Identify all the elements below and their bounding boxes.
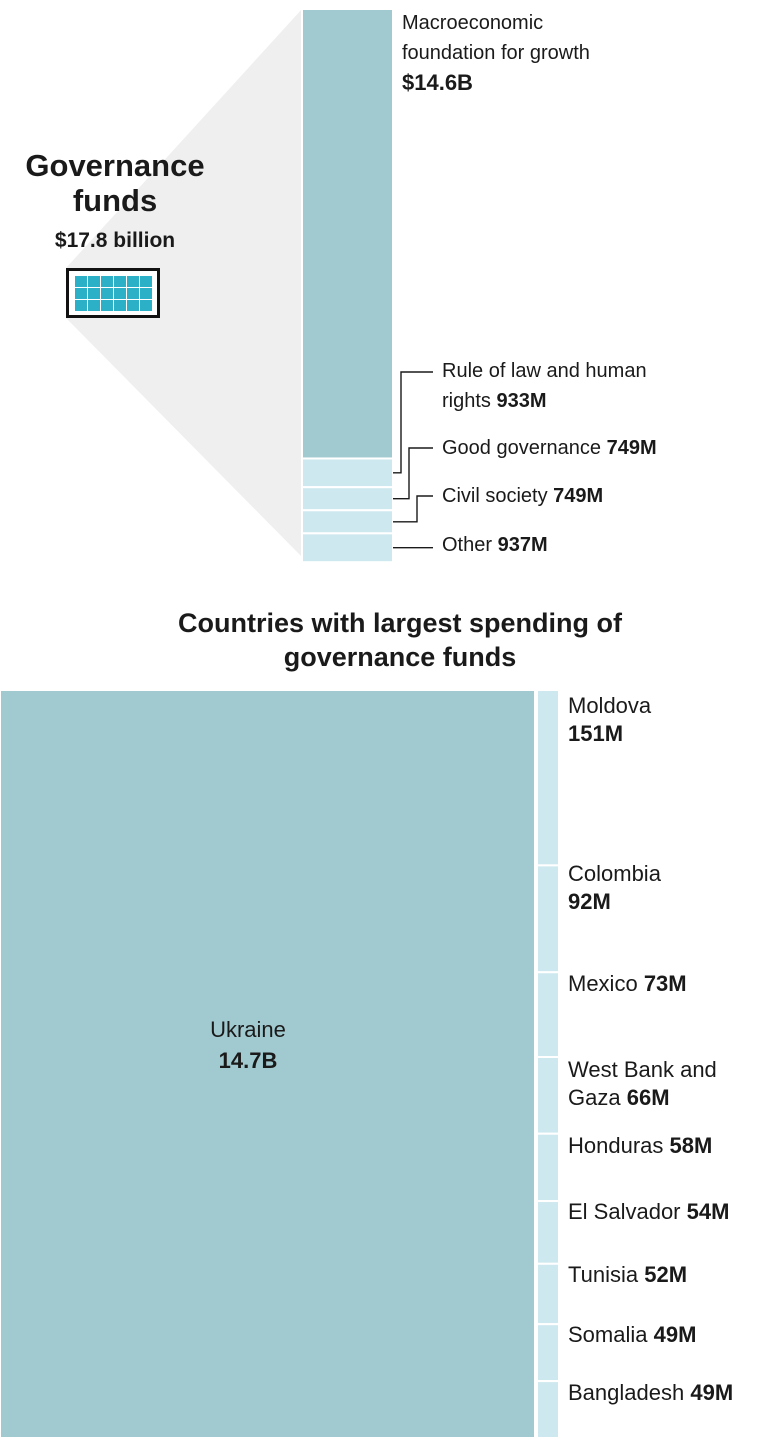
country-name: Somalia [568,1322,648,1347]
country-value: 52M [644,1262,688,1287]
segment-label-civil-society: Civil society 749M [442,481,762,511]
country-name: Bangladesh [568,1380,685,1405]
bar-segment-other [301,532,394,564]
treemap-label-somalia: Somalia 49M [568,1321,768,1349]
segment-value: 749M [606,437,657,459]
governance-breakdown-chart [301,8,433,564]
zoom-wedge [66,9,302,557]
leader-line-good-governance [393,447,433,500]
grid-icon-cell [127,276,139,287]
grid-icon-cell [75,276,87,287]
country-name: Colombia [568,861,661,886]
grid-icon-cell [114,288,126,299]
treemap-label-tunisia: Tunisia 52M [568,1261,768,1289]
country-name: West Bank and Gaza [568,1057,717,1110]
treemap-label-mexico: Mexico 73M [568,970,768,998]
country-name: Ukraine [210,1017,286,1042]
grid-icon-cell [101,300,113,311]
grid-icon-cell [88,288,100,299]
treemap-label-moldova: Moldova 151M [568,692,758,748]
country-name: Honduras [568,1133,664,1158]
grid-icon-cell [101,288,113,299]
country-name: El Salvador [568,1199,681,1224]
segment-name: Macroeconomic foundation for growth [402,12,590,64]
segment-name: Rule of law and human rights [442,360,647,412]
segment-name: Civil society [442,485,548,507]
segment-name: Good governance [442,437,602,459]
country-name: Mexico [568,971,638,996]
treemap-cell-moldova [536,689,560,867]
treemap-label-ukraine: Ukraine 14.7B [148,1014,348,1076]
treemap-label-colombia: Colombia 92M [568,860,758,916]
country-value: 14.7B [218,1048,278,1073]
treemap-cell-el-salvador [536,1200,560,1265]
treemap-label-west-bank-gaza: West Bank and Gaza 66M [568,1056,748,1112]
grid-icon-cell [127,300,139,311]
segment-label-good-governance: Good governance 749M [442,433,762,463]
treemap-cell-honduras [536,1132,560,1203]
treemap-cell-mexico [536,971,560,1059]
segment-name: Other [442,534,493,556]
treemap-cell-bangladesh [536,1380,560,1439]
countries-section-title: Countries with largest spending of gover… [177,608,623,672]
grid-icon-cell [101,276,113,287]
grid-icon [66,268,160,318]
grid-icon-cell [114,276,126,287]
segment-value: $14.6B [402,70,473,95]
segment-value: 937M [497,534,548,556]
grid-icon-cell [140,300,152,311]
grid-icon-cell [114,300,126,311]
grid-icon-cell [140,276,152,287]
grid-icon-cell [127,288,139,299]
governance-funds-title: Governance funds [25,148,205,218]
country-value: 151M [568,721,624,746]
treemap-cell-tunisia [536,1262,560,1326]
country-value: 58M [669,1133,713,1158]
country-name: Moldova [568,693,652,718]
grid-icon-cell [140,288,152,299]
treemap-cell-colombia [536,864,560,974]
treemap-cell-west-bank-and-gaza [536,1056,560,1135]
grid-icon-cell [88,276,100,287]
country-value: 49M [653,1322,697,1347]
country-value: 66M [626,1085,670,1110]
treemap-label-honduras: Honduras 58M [568,1132,768,1160]
country-name: Tunisia [568,1262,639,1287]
segment-value: 749M [553,485,604,507]
treemap-label-el-salvador: El Salvador 54M [568,1198,768,1226]
treemap-label-bangladesh: Bangladesh 49M [568,1379,768,1407]
grid-icon-cell [75,288,87,299]
country-value: 92M [568,889,611,914]
segment-label-rule-of-law: Rule of law and human rights 933M [442,356,662,416]
leader-line-rule-of-law [393,371,433,474]
governance-funds-total: $17.8 billion [54,229,176,252]
grid-icon-cell [88,300,100,311]
treemap-cell-somalia [536,1323,560,1383]
grid-icon-cell [75,300,87,311]
treemap-cell-ukraine [0,689,536,1439]
country-value: 73M [643,971,687,996]
segment-label-other: Other 937M [442,530,762,560]
country-value: 49M [690,1380,734,1405]
country-value: 54M [686,1199,730,1224]
leader-line-civil-society [393,495,433,523]
segment-value: 933M [496,390,547,412]
segment-label-macroeconomic: Macroeconomic foundation for growth $14.… [402,8,602,98]
